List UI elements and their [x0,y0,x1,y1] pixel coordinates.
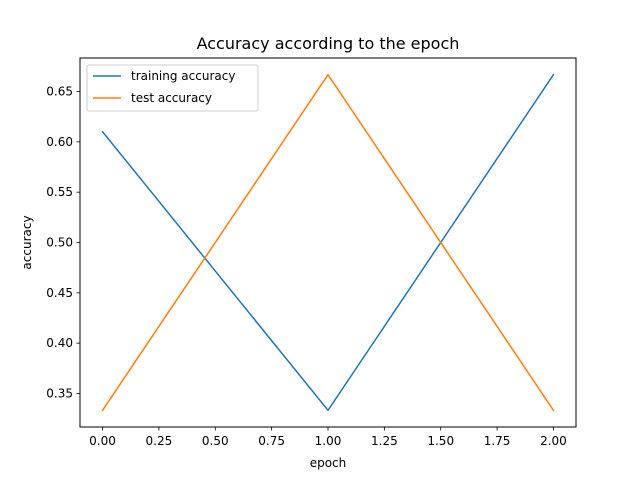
chart-title: Accuracy according to the epoch [197,34,460,53]
x-tick-label: 1.75 [484,434,511,448]
y-tick-label: 0.50 [46,236,73,250]
legend-label-1: test accuracy [131,91,212,105]
x-tick-label: 2.00 [540,434,567,448]
x-tick-label: 0.75 [258,434,285,448]
x-axis-ticks: 0.00 0.25 0.50 0.75 1.00 1.25 1.50 1.75 2.00 [89,427,567,448]
x-axis-label: epoch [310,456,347,470]
legend-label-0: training accuracy [131,69,235,83]
y-axis-label: accuracy [20,215,34,269]
x-tick-label: 0.25 [146,434,173,448]
x-tick-label: 0.50 [202,434,229,448]
x-tick-label: 1.00 [315,434,342,448]
y-axis-ticks: 0.35 0.40 0.45 0.50 0.55 0.60 0.65 [46,85,80,400]
y-tick-label: 0.60 [46,135,73,149]
series-line-1 [101,73,555,412]
y-tick-label: 0.40 [46,336,73,350]
plot-area [79,57,577,428]
series-line-0 [101,73,555,412]
plot-frame [79,57,577,428]
series-lines [101,73,555,412]
x-tick-label: 1.50 [427,434,454,448]
legend-box [86,64,259,112]
x-tick-label: 1.25 [371,434,398,448]
y-tick-label: 0.35 [46,386,73,400]
y-tick-label: 0.45 [46,286,73,300]
y-tick-label: 0.65 [46,85,73,99]
y-tick-label: 0.55 [46,185,73,199]
x-tick-label: 0.00 [89,434,116,448]
legend: training accuracy test accuracy [86,64,259,112]
